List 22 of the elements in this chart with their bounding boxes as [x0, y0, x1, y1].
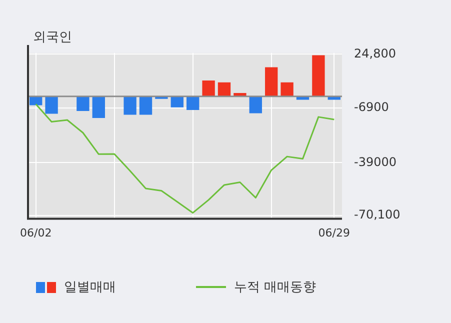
- chart-title: 외국인: [33, 29, 72, 46]
- bar: [76, 96, 90, 111]
- y-tick-label: 24,800: [354, 46, 396, 60]
- bar: [139, 96, 152, 115]
- y-tick-label: -6900: [354, 100, 389, 114]
- bar: [124, 96, 136, 115]
- bar: [92, 96, 105, 118]
- bar: [202, 80, 215, 96]
- legend-label: 일별매매: [64, 279, 116, 296]
- bar: [45, 96, 58, 114]
- y-tick-label: -39000: [354, 154, 397, 169]
- legend-label: 누적 매매동향: [234, 279, 316, 296]
- bar: [249, 96, 262, 114]
- y-tick-label: -70,100: [354, 208, 400, 222]
- bar: [280, 82, 294, 96]
- bar: [312, 55, 325, 96]
- x-tick-label: 06/29: [318, 226, 350, 240]
- bar: [218, 82, 231, 96]
- x-tick-label: 06/02: [20, 226, 52, 240]
- bar: [170, 96, 184, 108]
- bar: [186, 96, 200, 110]
- bar: [265, 67, 278, 96]
